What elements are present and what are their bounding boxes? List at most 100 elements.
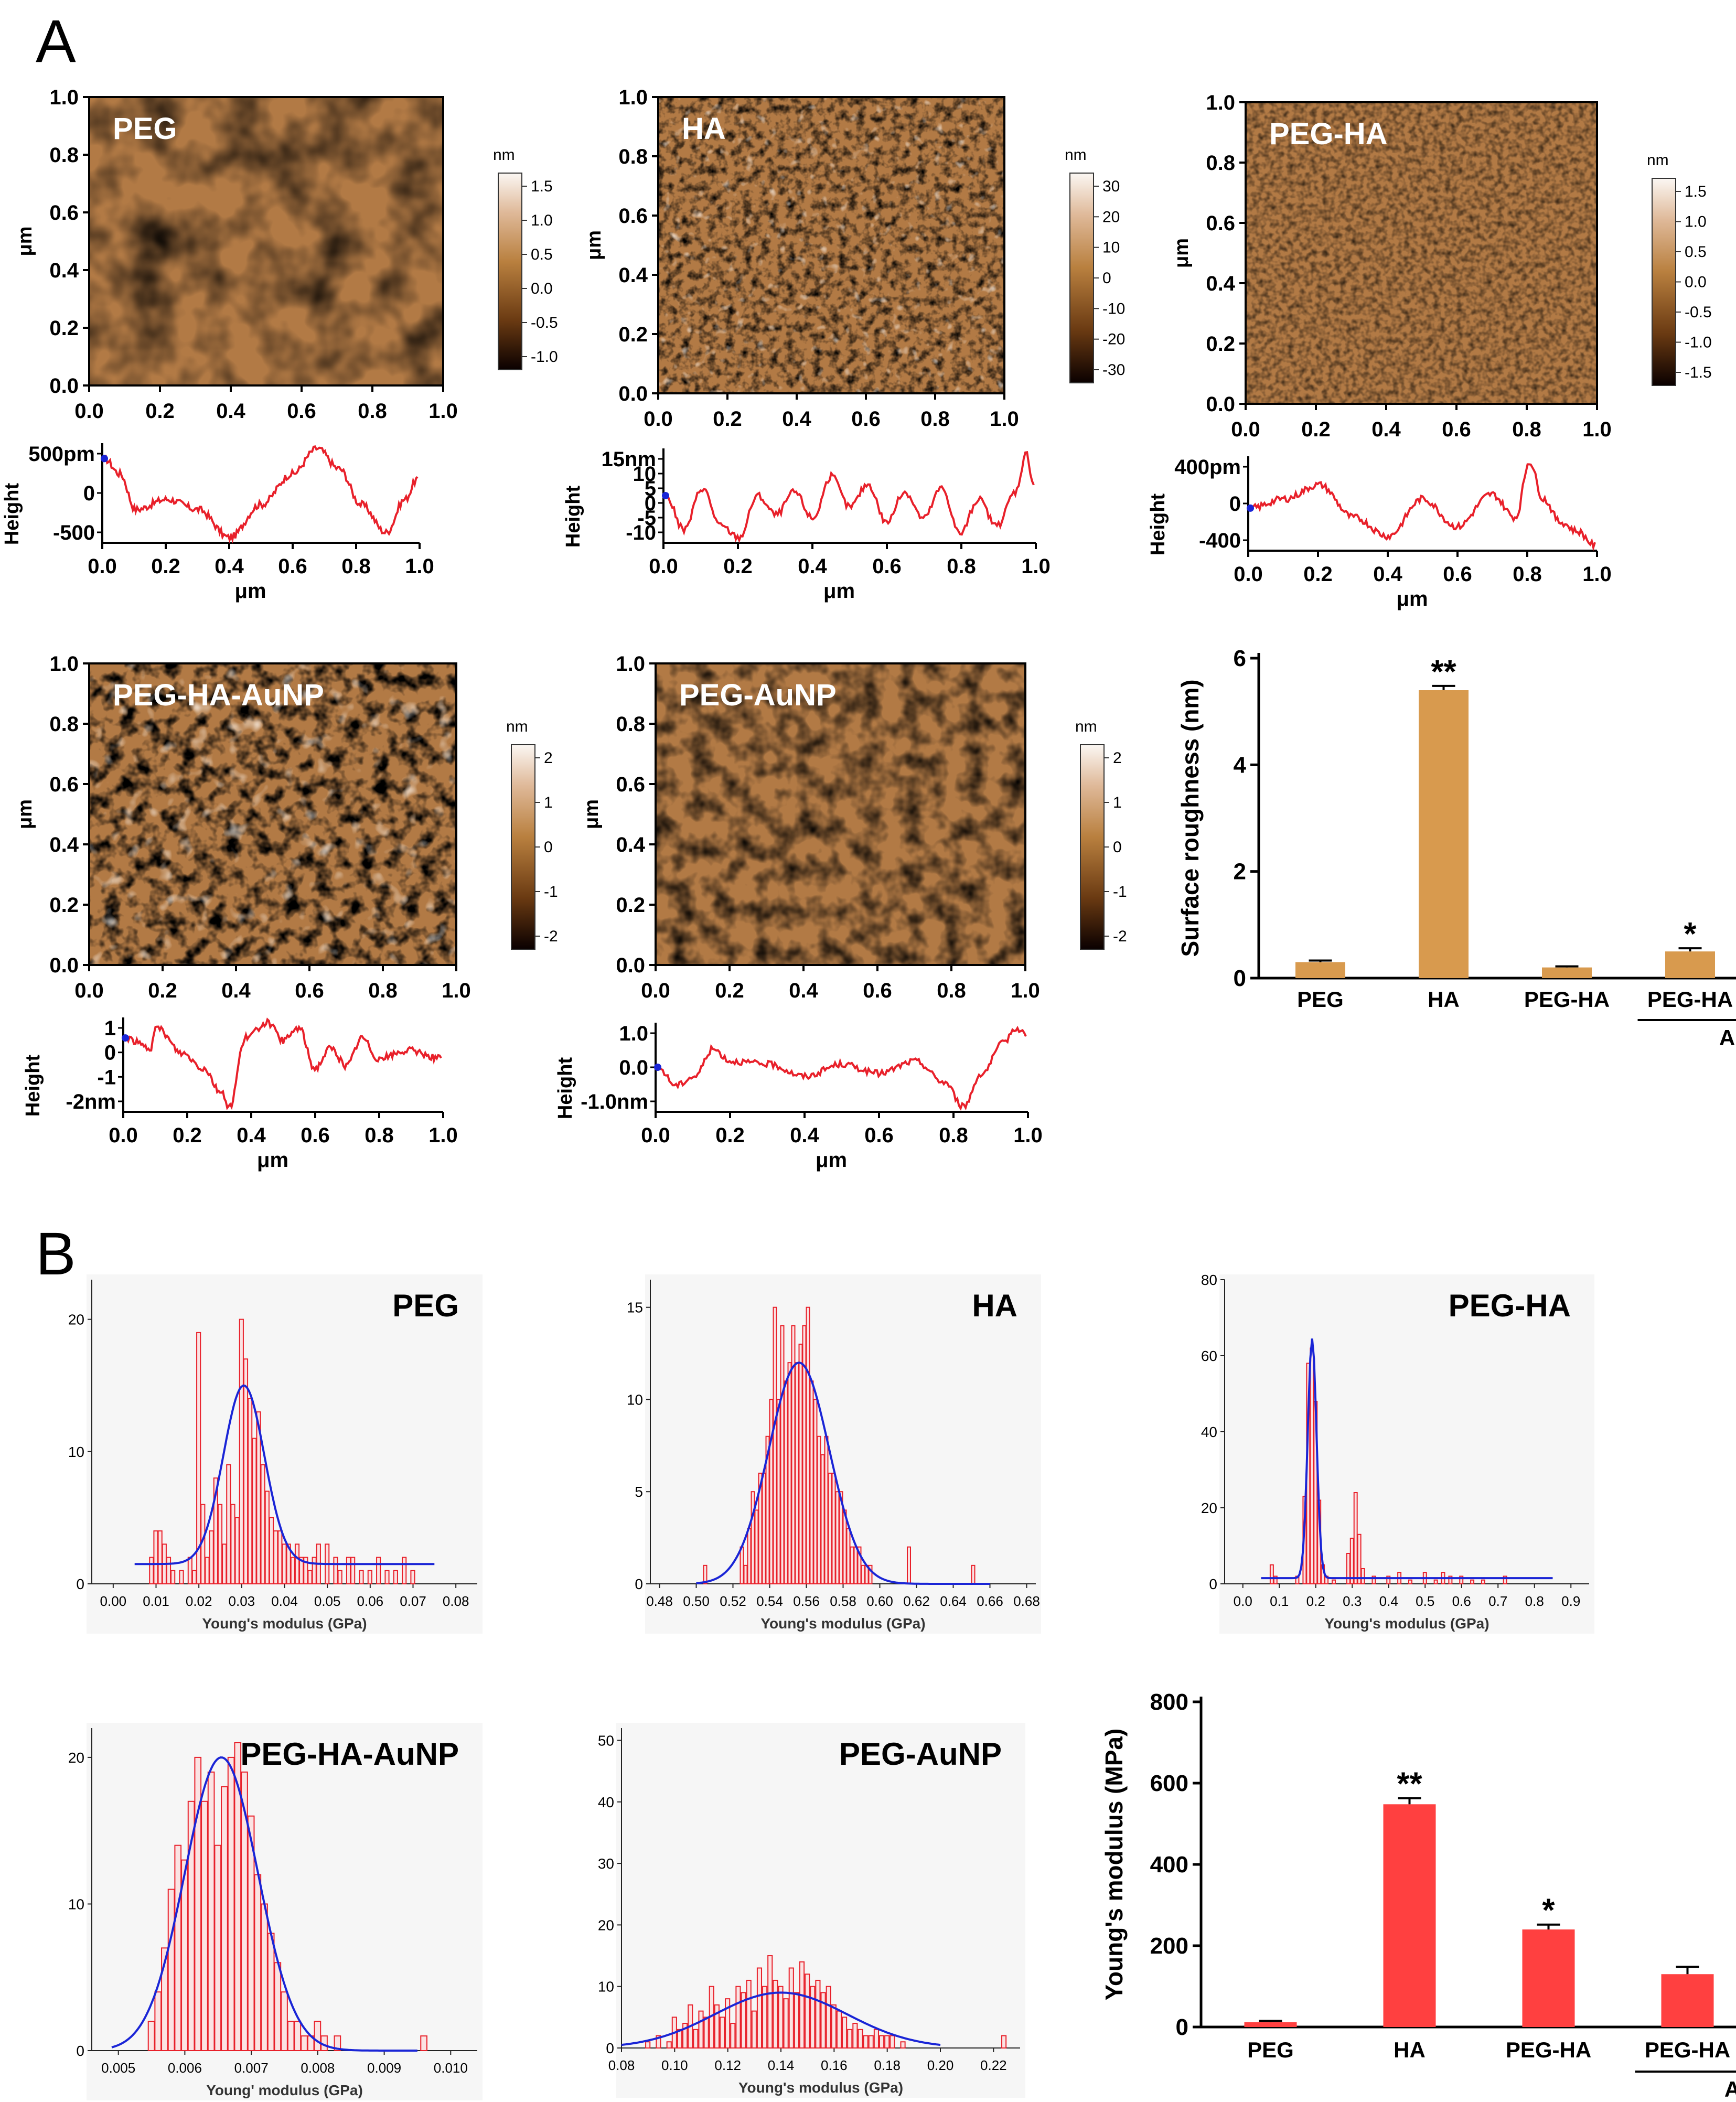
- profile-y-axis-label: Height: [1, 483, 23, 545]
- histogram-bar: [312, 1557, 317, 1584]
- y-tick-label: 0.6: [618, 205, 648, 228]
- histogram-bar: [682, 2023, 688, 2049]
- histogram-bar: [828, 1473, 832, 1584]
- y-tick-label: 0: [1234, 966, 1246, 991]
- colorbar-label: 1.5: [1685, 183, 1707, 200]
- histogram-bar: [252, 1438, 257, 1584]
- profile-x-tick-label: 0.8: [341, 555, 371, 578]
- profile-x-axis-label: μm: [823, 580, 855, 603]
- histogram-bar: [741, 1992, 746, 2049]
- colorbar-label: 1: [1113, 794, 1122, 811]
- histogram-bar: [264, 1490, 270, 1585]
- x-tick-label: 0.009: [367, 2060, 401, 2076]
- histogram-bar: [740, 1546, 744, 1585]
- x-tick-label: 0.4: [789, 979, 818, 1002]
- x-axis-label: Young's modulus (GPa): [1324, 1615, 1489, 1632]
- y-tick-label: 0.4: [618, 264, 648, 287]
- histogram-bar: [756, 1967, 763, 2049]
- histogram-title: PEG: [392, 1288, 459, 1323]
- afm-sample-title: PEG: [113, 112, 177, 146]
- x-tick-label: 0.01: [143, 1593, 169, 1609]
- gaussian-fit-curve: [134, 1384, 435, 1565]
- histogram-bar: [824, 1435, 829, 1584]
- histogram-bar: [762, 1473, 766, 1584]
- histogram-bar: [703, 2017, 709, 2049]
- y-tick-label: 400: [1150, 1852, 1188, 1878]
- y-tick-label: 40: [598, 1794, 614, 1810]
- histogram-bar: [221, 1786, 228, 2051]
- bar: [1522, 1929, 1575, 2027]
- colorbar: [1080, 744, 1105, 950]
- profile-x-tick-label: 0.8: [939, 1124, 968, 1147]
- y-axis-label: Young's modulus (MPa): [1100, 1729, 1128, 2001]
- afm-sample-title: PEG-HA-AuNP: [113, 678, 324, 712]
- panel-label-a: A: [36, 8, 76, 75]
- x-tick-label: 0.2: [715, 979, 744, 1002]
- histogram-bar: [273, 1530, 278, 1584]
- histogram-bar: [290, 1557, 295, 1584]
- y-tick-label: 0: [1209, 1576, 1217, 1592]
- colorbar: [511, 744, 535, 950]
- histogram-bar: [788, 1967, 794, 2049]
- profile-x-tick-label: 0.2: [151, 555, 180, 578]
- colorbar-label: 1: [544, 794, 553, 811]
- histogram-bar: [815, 1979, 821, 2049]
- histogram-2: 0 20 40 60 80 0.0 0.1 0.2 0.3 0.4 0.5 0.6 0.7 0.8 0.9 Y…: [1201, 1272, 1594, 1634]
- histogram-bar: [693, 2029, 699, 2049]
- x-tick-label: 0.0: [1231, 418, 1260, 441]
- profile-y-tick-label: 0.0: [619, 1056, 648, 1079]
- y-tick-label: 60: [1201, 1348, 1217, 1364]
- histogram-bar: [359, 1570, 364, 1585]
- profile-x-tick-label: 0.4: [215, 555, 244, 578]
- histogram-4: 0 10 20 30 40 50 0.08 0.10 0.12 0.14 0.16 0.18 0.20 0…: [598, 1723, 1025, 2098]
- histogram-bar: [222, 1543, 227, 1585]
- y-tick-label: 800: [1150, 1689, 1188, 1715]
- x-tick-label: 0.007: [234, 2060, 269, 2076]
- histogram-bar: [1459, 1575, 1464, 1584]
- y-tick-label: 0.8: [49, 144, 79, 167]
- x-tick-label: 0.00: [100, 1593, 127, 1609]
- x-tick-label: 0.008: [301, 2060, 335, 2076]
- profile-cursor-marker: [654, 1064, 661, 1071]
- profile-y-tick-label: -2nm: [66, 1090, 116, 1113]
- x-tick-label: 0.10: [661, 2057, 688, 2073]
- histogram-bar: [868, 2035, 874, 2049]
- histogram-bar: [778, 1986, 784, 2049]
- afm-texture: [656, 663, 1025, 965]
- profile-y-tick-label: 1.0: [619, 1022, 648, 1045]
- x-tick-label: 0.12: [714, 2057, 741, 2073]
- profile-y-tick-label: -5: [637, 507, 656, 530]
- histogram-bar: [187, 1800, 195, 2051]
- y-tick-label: 0.4: [616, 833, 645, 856]
- y-axis-label: μm: [1171, 238, 1193, 268]
- y-tick-label: 30: [598, 1856, 614, 1872]
- colorbar-label: -1.5: [1685, 364, 1712, 381]
- profile-cursor-marker: [101, 455, 108, 463]
- histogram-bar: [746, 1979, 752, 2049]
- histogram-bar: [1503, 1575, 1507, 1584]
- histogram-bar: [1481, 1579, 1485, 1584]
- histogram-bar: [850, 1546, 854, 1585]
- y-tick-label: 10: [598, 1979, 614, 1995]
- histogram-bar: [350, 1557, 356, 1584]
- y-tick-label: 0.2: [618, 323, 648, 346]
- histogram-bar: [1346, 1553, 1351, 1584]
- histogram-bar: [836, 2010, 842, 2049]
- y-tick-label: 2: [1234, 859, 1246, 885]
- colorbar-label: -1: [544, 883, 558, 900]
- histogram-bar: [334, 2035, 341, 2051]
- bar: [1419, 690, 1469, 978]
- y-tick-label: 50: [598, 1732, 614, 1749]
- profile-x-tick-label: 0.4: [798, 555, 827, 578]
- histogram-bar: [805, 1974, 810, 2049]
- histogram-bar: [831, 2004, 837, 2049]
- profile-x-tick-label: 0.8: [365, 1124, 394, 1147]
- histogram-bar: [767, 1955, 773, 2049]
- histogram-bar: [813, 1399, 818, 1584]
- colorbar-label: 1.0: [1685, 213, 1707, 231]
- y-tick-label: 0.8: [616, 713, 645, 736]
- histogram-bar: [656, 2035, 661, 2049]
- colorbar-label: 1.5: [531, 178, 553, 195]
- afm-panel-3: PEG-HA-AuNP 0.00.0 0.2 0.2 0.4 0.4 0.6 0.6 0.8 0.…: [14, 652, 558, 1002]
